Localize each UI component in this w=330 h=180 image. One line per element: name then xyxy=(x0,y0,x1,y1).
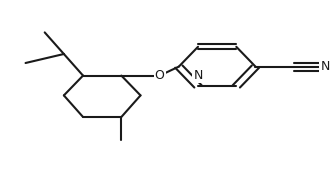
Text: N: N xyxy=(193,69,203,82)
Text: N: N xyxy=(321,60,330,73)
Text: O: O xyxy=(155,69,165,82)
